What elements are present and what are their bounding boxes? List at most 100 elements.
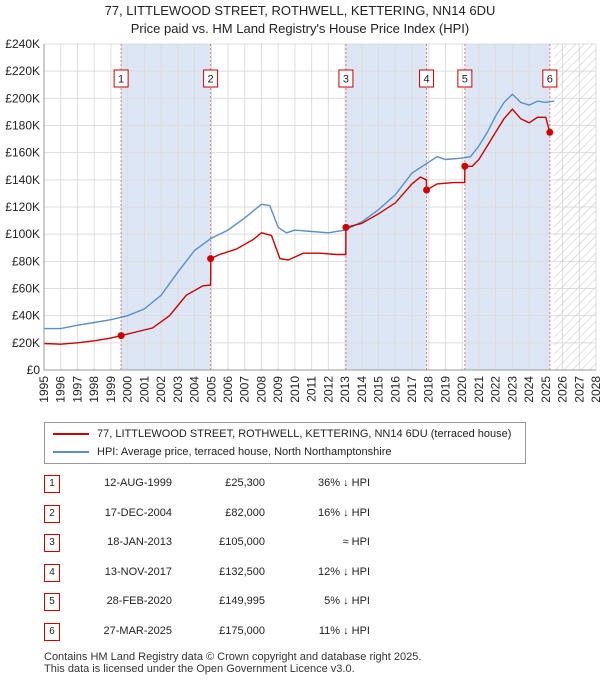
row-date: 13-NOV-2017 <box>104 566 172 578</box>
x-tick-label: 2025 <box>539 376 553 403</box>
x-tick-label: 2026 <box>556 376 570 403</box>
x-tick-label: 2021 <box>472 376 486 403</box>
sale-point <box>423 186 431 194</box>
x-tick-label: 2005 <box>204 376 218 403</box>
x-tick-label: 1998 <box>87 376 101 403</box>
y-tick-label: £180K <box>5 119 40 133</box>
row-price: £82,000 <box>225 507 265 519</box>
y-tick-label: £80K <box>12 254 40 268</box>
x-tick-label: 2009 <box>271 376 285 403</box>
table-row: 1 12-AUG-1999 £25,300 36% ↓ HPI <box>0 470 600 500</box>
series-line-property <box>43 108 553 345</box>
row-number-badge: 2 <box>44 505 60 523</box>
sale-label-box <box>419 69 435 88</box>
x-tick-label: 1996 <box>54 376 68 403</box>
legend-item-hpi: HPI: Average price, terraced house, Nort… <box>53 446 392 458</box>
sale-point <box>117 332 125 340</box>
x-tick-label: 2016 <box>388 376 402 403</box>
x-tick-label: 2007 <box>238 376 252 403</box>
x-tick-label: 2001 <box>137 376 151 403</box>
y-tick-label: £200K <box>5 91 40 105</box>
legend-swatch-red <box>53 433 89 435</box>
row-date: 17-DEC-2004 <box>104 507 172 519</box>
x-tick-label: 2008 <box>254 376 268 403</box>
y-tick-label: £160K <box>5 146 40 160</box>
legend-label-hpi: HPI: Average price, terraced house, Nort… <box>97 446 392 458</box>
x-tick-label: 2014 <box>355 376 369 403</box>
x-tick-label: 2023 <box>505 376 519 403</box>
x-tick-label: 2020 <box>455 376 469 403</box>
x-tick-label: 2024 <box>522 376 536 403</box>
x-tick-label: 2011 <box>305 376 319 402</box>
x-tick-label: 1999 <box>104 376 118 403</box>
footer-licence: This data is licensed under the Open Gov… <box>44 663 355 675</box>
table-row: 2 17-DEC-2004 £82,000 16% ↓ HPI <box>0 500 600 530</box>
x-tick-label: 2003 <box>171 376 185 403</box>
table-row: 5 28-FEB-2020 £149,995 5% ↓ HPI <box>0 588 600 618</box>
legend-label-property: 77, LITTLEWOOD STREET, ROTHWELL, KETTERI… <box>97 428 512 440</box>
sale-label-box <box>338 69 354 88</box>
sale-label-box <box>542 69 558 88</box>
x-tick-label: 2000 <box>121 376 135 403</box>
row-number-badge: 5 <box>44 593 60 611</box>
sale-point <box>207 255 215 263</box>
series-line-hpi <box>44 93 555 330</box>
footer-copyright: Contains HM Land Registry data © Crown c… <box>44 651 422 663</box>
y-tick-label: £240K <box>5 37 40 51</box>
sale-label-box <box>203 69 219 88</box>
sale-label: 1 <box>118 74 124 86</box>
y-tick-label: £220K <box>5 64 40 78</box>
y-tick-label: £60K <box>12 282 40 296</box>
sale-label: 5 <box>462 74 468 86</box>
row-price: £105,000 <box>219 536 265 548</box>
row-hpi-relation: 11% ↓ HPI <box>318 625 370 637</box>
x-tick-label: 2015 <box>372 376 386 403</box>
sale-point <box>546 128 554 136</box>
sale-label-box <box>113 69 129 88</box>
x-tick-label: 2013 <box>338 376 352 403</box>
row-number-badge: 6 <box>44 623 60 641</box>
forecast-hatch <box>554 44 596 370</box>
y-tick-label: £40K <box>12 309 40 323</box>
x-tick-label: 2022 <box>489 376 503 403</box>
sale-label: 3 <box>343 74 349 86</box>
x-tick-label: 2018 <box>422 376 436 403</box>
sale-label-box <box>457 69 473 88</box>
legend: 77, LITTLEWOOD STREET, ROTHWELL, KETTERI… <box>44 422 526 464</box>
row-price: £25,300 <box>225 477 265 489</box>
row-number-badge: 1 <box>44 475 60 493</box>
x-tick-label: 2004 <box>188 376 202 403</box>
y-tick-label: £140K <box>5 173 40 187</box>
row-number-badge: 4 <box>44 564 60 582</box>
sale-label: 2 <box>208 74 214 86</box>
y-tick-label: £20K <box>12 336 40 350</box>
chart-subtitle: Price paid vs. HM Land Registry's House … <box>130 21 470 36</box>
table-row: 6 27-MAR-2025 £175,000 11% ↓ HPI <box>0 618 600 648</box>
price-chart: 1 2 3 4 5 6 £0 £20K £40K £60K £80K £100K £120K £140K… <box>5 37 600 403</box>
row-hpi-relation: 36% ↓ HPI <box>318 477 370 489</box>
table-row: 3 18-JAN-2013 £105,000 ≈ HPI <box>0 529 600 559</box>
x-tick-label: 2010 <box>288 376 302 403</box>
x-tick-label: 1995 <box>37 376 51 403</box>
legend-item-property: 77, LITTLEWOOD STREET, ROTHWELL, KETTERI… <box>53 428 511 440</box>
row-hpi-relation: ≈ HPI <box>342 536 370 548</box>
sale-label: 4 <box>423 74 429 86</box>
x-tick-label: 2002 <box>154 376 168 403</box>
sale-point <box>342 223 350 231</box>
x-tick-label: 1997 <box>70 376 84 403</box>
row-date: 27-MAR-2025 <box>103 625 172 637</box>
sale-point <box>461 162 469 170</box>
y-tick-label: £120K <box>5 200 40 214</box>
row-date: 18-JAN-2013 <box>107 536 172 548</box>
row-hpi-relation: 16% ↓ HPI <box>318 507 370 519</box>
row-number-badge: 3 <box>44 534 60 552</box>
x-tick-label: 2017 <box>405 376 419 403</box>
row-hpi-relation: 5% ↓ HPI <box>324 595 370 607</box>
legend-swatch-blue <box>53 451 89 453</box>
x-tick-label: 2027 <box>572 376 586 403</box>
table-row: 4 13-NOV-2017 £132,500 12% ↓ HPI <box>0 559 600 589</box>
row-date: 12-AUG-1999 <box>104 477 172 489</box>
row-date: 28-FEB-2020 <box>106 595 172 607</box>
row-price: £132,500 <box>219 566 265 578</box>
x-tick-label: 2012 <box>321 376 335 403</box>
